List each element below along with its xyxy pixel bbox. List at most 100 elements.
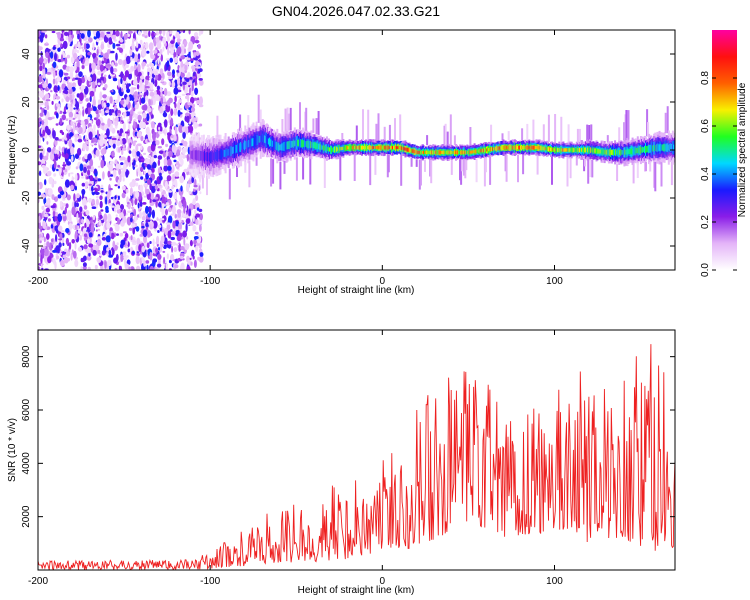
ridge-flare	[272, 159, 275, 184]
noise-speckle	[157, 184, 162, 187]
noise-speckle	[102, 134, 107, 138]
noise-speckle	[73, 48, 77, 53]
noise-speckle	[145, 205, 149, 214]
noise-speckle	[55, 44, 60, 48]
ridge-flare	[355, 125, 358, 141]
noise-speckle	[128, 227, 133, 231]
noise-speckle	[105, 209, 109, 213]
noise-speckle	[150, 192, 155, 200]
noise-speckle	[159, 125, 163, 133]
noise-speckle	[151, 114, 154, 119]
ridge-cell	[609, 150, 612, 155]
noise-speckle	[194, 78, 197, 86]
noise-speckle	[174, 264, 179, 269]
noise-speckle	[52, 130, 56, 139]
noise-speckle	[74, 230, 78, 240]
ridge-cell	[557, 147, 560, 152]
noise-speckle	[185, 112, 190, 117]
noise-speckle	[168, 215, 173, 224]
noise-speckle	[187, 102, 193, 106]
noise-speckle	[104, 83, 108, 89]
noise-speckle	[100, 159, 105, 169]
noise-speckle	[146, 50, 150, 54]
noise-speckle	[108, 249, 112, 256]
noise-speckle	[39, 112, 44, 117]
noise-speckle	[149, 91, 155, 97]
noise-speckle	[199, 252, 204, 257]
noise-speckle	[118, 260, 121, 263]
ridge-cell	[412, 149, 415, 154]
noise-speckle	[116, 140, 121, 147]
ridge-cell	[538, 146, 541, 150]
noise-speckle	[69, 66, 74, 73]
noise-speckle	[50, 224, 54, 229]
noise-speckle	[39, 34, 44, 43]
noise-speckle	[64, 57, 68, 65]
noise-speckle	[84, 222, 87, 228]
noise-speckle	[190, 261, 193, 266]
noise-speckle	[74, 63, 77, 71]
ridge-cell	[199, 150, 202, 161]
ridge-cell	[212, 151, 215, 163]
noise-speckle	[44, 202, 49, 206]
noise-speckle	[56, 76, 62, 82]
noise-speckle	[198, 104, 204, 108]
noise-speckle	[120, 99, 125, 105]
noise-speckle	[116, 208, 121, 214]
noise-speckle	[129, 142, 132, 149]
noise-speckle	[155, 131, 160, 139]
ridge-cell	[503, 145, 506, 150]
noise-speckle	[74, 185, 77, 191]
noise-speckle	[177, 95, 182, 99]
noise-speckle	[154, 185, 159, 190]
noise-speckle	[155, 37, 160, 43]
noise-speckle	[85, 248, 91, 254]
noise-speckle	[99, 31, 105, 39]
noise-speckle	[185, 93, 191, 96]
spectrogram-marks	[38, 30, 675, 270]
noise-speckle	[85, 41, 90, 44]
noise-speckle	[133, 79, 138, 87]
noise-speckle	[186, 74, 190, 78]
ridge-cell	[444, 150, 447, 155]
noise-speckle	[157, 53, 160, 56]
noise-speckle	[86, 102, 92, 109]
noise-speckle	[161, 103, 167, 107]
noise-speckle	[191, 249, 195, 257]
noise-speckle	[75, 200, 79, 203]
noise-speckle	[197, 44, 201, 49]
noise-speckle	[136, 214, 140, 218]
ridge-flare	[283, 160, 286, 174]
noise-speckle	[101, 122, 105, 126]
noise-speckle	[178, 99, 182, 104]
noise-speckle	[77, 33, 80, 40]
noise-speckle	[94, 264, 98, 270]
ridge-flare	[317, 111, 320, 135]
ridge-cell	[651, 145, 654, 152]
noise-speckle	[118, 59, 123, 65]
noise-speckle	[49, 152, 55, 161]
ridge-cell	[484, 148, 487, 152]
noise-speckle	[57, 213, 63, 222]
noise-speckle	[124, 232, 129, 239]
noise-speckle	[74, 133, 79, 139]
noise-speckle	[120, 204, 124, 210]
noise-speckle	[143, 182, 149, 188]
noise-speckle	[66, 76, 71, 80]
noise-speckle	[99, 253, 103, 257]
noise-speckle	[61, 59, 65, 62]
noise-speckle	[119, 173, 122, 183]
noise-speckle	[176, 149, 181, 156]
ridge-flare	[627, 110, 630, 140]
noise-speckle	[128, 30, 133, 34]
noise-speckle	[155, 74, 159, 81]
noise-speckle	[182, 147, 187, 153]
noise-speckle	[97, 236, 102, 239]
noise-speckle	[199, 191, 202, 195]
ridge-cell	[262, 134, 265, 143]
noise-speckle	[138, 209, 141, 212]
noise-speckle	[88, 198, 93, 203]
noise-speckle	[185, 218, 191, 225]
noise-speckle	[38, 30, 41, 38]
ridge-cell	[453, 150, 456, 155]
